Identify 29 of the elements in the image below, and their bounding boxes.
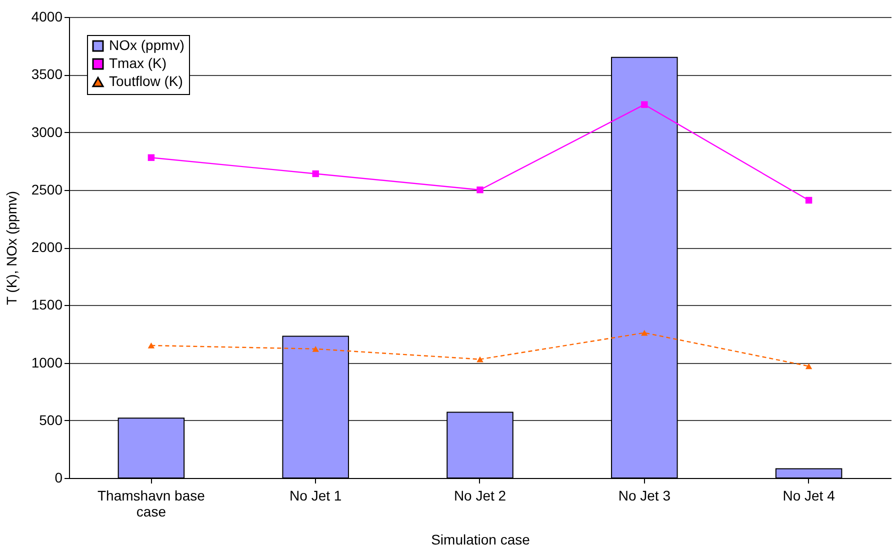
y-tick-label: 1500: [31, 296, 63, 313]
y-tick-label: 4000: [31, 8, 63, 24]
x-tick-label: No Jet 3: [618, 488, 671, 504]
y-tick-label: 500: [39, 412, 63, 428]
x-axis-title: Simulation case: [431, 532, 530, 548]
x-tick-label: No Jet 2: [454, 488, 506, 504]
point: [641, 101, 648, 108]
y-axis-title: T (K), NOx (ppmv): [3, 190, 20, 306]
point: [312, 346, 319, 352]
legend-label: Toutflow (K): [109, 73, 183, 89]
y-tick-label: 1000: [31, 354, 63, 370]
point: [148, 154, 155, 161]
point: [148, 342, 155, 348]
point: [476, 356, 484, 362]
point: [805, 363, 812, 370]
point: [476, 186, 484, 194]
y-tick-label: 3000: [31, 124, 63, 140]
legend-label: NOx (ppmv): [109, 37, 184, 53]
y-tick-label: 2500: [31, 181, 63, 198]
point: [312, 170, 319, 178]
y-tick-label: 2000: [31, 239, 63, 255]
point: [805, 196, 812, 204]
y-tick-label: 3500: [31, 66, 63, 82]
y-tick-label: 0: [54, 470, 63, 486]
legend-label: Tmax (K): [109, 55, 167, 71]
x-tick-label: No Jet 4: [782, 488, 836, 504]
x-tick-label: No Jet 1: [290, 488, 342, 504]
x-tick-label: Thamshavn base case: [97, 488, 206, 520]
point: [641, 330, 648, 336]
